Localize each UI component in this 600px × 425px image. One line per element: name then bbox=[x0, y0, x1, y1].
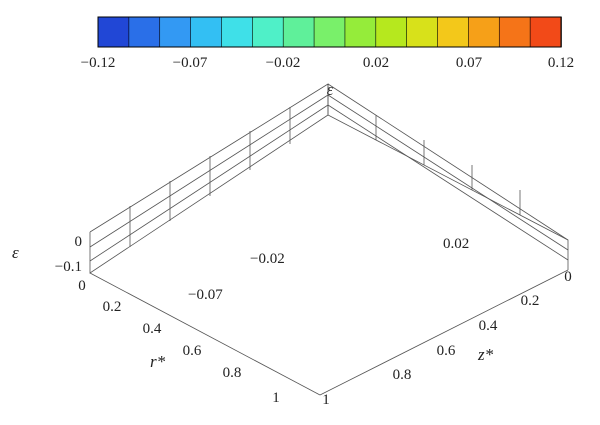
z-tick: 0 bbox=[75, 234, 83, 250]
colorbar-cell bbox=[437, 16, 470, 48]
colorbar-cell bbox=[344, 16, 377, 48]
contour-label: −0.02 bbox=[250, 251, 285, 267]
back-wall-right bbox=[327, 84, 569, 270]
colorbar-cell bbox=[468, 16, 501, 48]
r-axis-label: r* bbox=[150, 352, 166, 371]
back-wall-left bbox=[89, 83, 329, 274]
z-axis-label: ε bbox=[12, 243, 19, 262]
colorbar-cell bbox=[375, 16, 408, 48]
zstar-tick-label: 0.2 bbox=[521, 293, 540, 309]
grid-line bbox=[89, 94, 329, 248]
colorbar-tick-label: 0.12 bbox=[548, 55, 574, 71]
r-tick-label: 1 bbox=[272, 390, 280, 406]
zstar-tick-label: 0 bbox=[564, 269, 572, 285]
zstar-tick-label: 0.4 bbox=[479, 318, 498, 334]
colorbar-cell bbox=[221, 16, 254, 48]
r-tick-label: 0.8 bbox=[223, 365, 242, 381]
grid-line bbox=[89, 104, 329, 262]
colorbar: −0.12 −0.07 −0.02 0.02 0.07 0.12 bbox=[81, 16, 574, 71]
colorbar-cell bbox=[252, 16, 284, 48]
r-tick-label: 0 bbox=[78, 278, 86, 294]
colorbar-cell bbox=[498, 16, 531, 48]
colorbar-cell bbox=[97, 16, 130, 48]
contour-label: 0.02 bbox=[443, 236, 469, 252]
colorbar-cell bbox=[529, 16, 562, 48]
z-tick: −0.1 bbox=[55, 259, 82, 275]
zstar-tick-label: 0.8 bbox=[393, 367, 412, 383]
floor-edge-right bbox=[319, 269, 569, 396]
grid-line bbox=[327, 104, 569, 261]
grid-line bbox=[327, 94, 569, 251]
floor-edge-left bbox=[89, 272, 321, 396]
zstar-tick-label: 1 bbox=[322, 392, 330, 408]
colorbar-tick-label: 0.02 bbox=[363, 55, 389, 71]
colorbar-cell bbox=[159, 16, 192, 48]
axis-box bbox=[89, 83, 569, 396]
colorbar-tick-label: −0.02 bbox=[266, 55, 301, 71]
colorbar-tick-label: −0.07 bbox=[173, 55, 208, 71]
colorbar-cell bbox=[282, 16, 315, 48]
colorbar-cell bbox=[313, 16, 346, 48]
r-tick-label: 0.2 bbox=[103, 299, 122, 315]
colorbar-tick-label: −0.12 bbox=[81, 55, 116, 71]
colorbar-tick-label: 0.07 bbox=[456, 55, 483, 71]
colorbar-cell bbox=[190, 16, 223, 48]
r-tick-label: 0.6 bbox=[183, 343, 202, 359]
zstar-axis-label: z* bbox=[477, 345, 494, 364]
colorbar-cell bbox=[128, 16, 161, 48]
back-wall-top-right bbox=[327, 83, 569, 241]
colorbar-cell bbox=[406, 16, 439, 48]
r-tick-label: 0.4 bbox=[143, 321, 162, 337]
colorbar-label: ε bbox=[327, 80, 334, 99]
contour-label: −0.07 bbox=[188, 287, 223, 303]
colorbar-frame bbox=[97, 16, 562, 48]
zstar-tick-label: 0.6 bbox=[437, 343, 456, 359]
